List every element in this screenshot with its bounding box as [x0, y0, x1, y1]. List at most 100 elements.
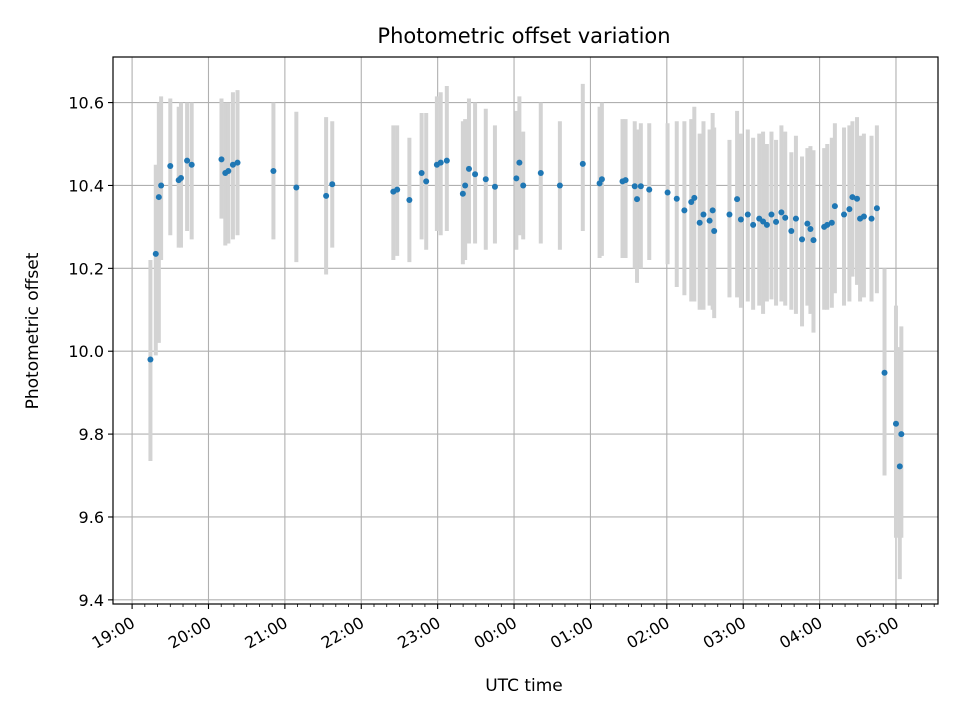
- data-point: [873, 205, 880, 212]
- data-point: [646, 186, 653, 193]
- y-tick-label: 10.6: [68, 94, 104, 113]
- x-tick-label: 19:00: [89, 613, 138, 653]
- data-point: [229, 161, 236, 168]
- x-tick-label: 05:00: [853, 613, 902, 653]
- data-point: [768, 211, 775, 218]
- data-point: [711, 228, 718, 235]
- data-point: [896, 463, 903, 470]
- data-point: [709, 207, 716, 214]
- data-point: [750, 221, 757, 228]
- data-point: [472, 171, 479, 178]
- data-point: [881, 369, 888, 376]
- data-point: [664, 189, 671, 196]
- data-point: [799, 236, 806, 243]
- data-point: [516, 159, 523, 166]
- data-point: [293, 184, 300, 191]
- x-tick-label: 03:00: [700, 613, 749, 653]
- data-point: [681, 207, 688, 214]
- data-point: [673, 195, 680, 202]
- data-point: [846, 206, 853, 213]
- data-point: [394, 186, 401, 193]
- data-point: [744, 211, 751, 218]
- data-point: [323, 192, 330, 199]
- data-point: [459, 190, 466, 197]
- data-point: [688, 199, 695, 206]
- data-point: [513, 175, 520, 182]
- data-point: [491, 183, 498, 190]
- data-point: [167, 162, 174, 169]
- data-point: [158, 182, 165, 189]
- x-axis: 19:00 20:00 21:00 22:00 23:00 00:00 01:00 02:00…: [89, 604, 935, 653]
- data-point: [726, 211, 733, 218]
- data-point: [147, 356, 154, 363]
- data-point: [782, 214, 789, 221]
- data-point: [537, 170, 544, 177]
- data-point: [634, 196, 641, 203]
- x-tick-label: 04:00: [776, 613, 825, 653]
- data-point: [184, 157, 191, 164]
- data-point: [824, 221, 831, 228]
- x-tick-label: 20:00: [165, 613, 214, 653]
- chart-title: Photometric offset variation: [377, 24, 670, 48]
- data-point: [423, 178, 430, 185]
- data-point: [734, 196, 741, 203]
- y-tick-label: 9.6: [79, 508, 104, 527]
- error-bars: [148, 83, 904, 580]
- data-point: [152, 250, 159, 257]
- y-tick-label: 10.0: [68, 342, 104, 361]
- x-tick-label: 02:00: [623, 613, 672, 653]
- data-point: [482, 176, 489, 183]
- data-point: [465, 165, 472, 172]
- data-point: [225, 167, 232, 174]
- y-tick-label: 9.4: [79, 591, 104, 610]
- data-point: [831, 203, 838, 210]
- data-point: [622, 177, 629, 184]
- x-tick-label: 22:00: [318, 613, 367, 653]
- y-tick-label: 10.4: [68, 176, 104, 195]
- y-tick-label: 10.2: [68, 259, 104, 278]
- x-tick-label: 23:00: [394, 613, 443, 653]
- data-point: [155, 194, 162, 201]
- data-point: [849, 194, 856, 201]
- y-tick-label: 9.8: [79, 425, 104, 444]
- data-point: [418, 170, 425, 177]
- x-tick-label: 00:00: [471, 613, 520, 653]
- data-point: [828, 219, 835, 226]
- data-point: [270, 167, 277, 174]
- data-point: [773, 218, 780, 225]
- y-axis: 9.4 9.6 9.8 10.0 10.2 10.4 10.6: [68, 94, 113, 610]
- data-point: [329, 181, 336, 188]
- data-point: [637, 183, 644, 190]
- data-point: [188, 161, 195, 168]
- x-tick-label: 01:00: [547, 613, 596, 653]
- y-axis-title: Photometric offset: [23, 252, 43, 409]
- data-point: [234, 159, 241, 166]
- plot-frame: [112, 56, 939, 605]
- data-point: [700, 211, 707, 218]
- data-point: [898, 431, 905, 438]
- data-point: [437, 159, 444, 166]
- data-point: [841, 211, 848, 218]
- data-point: [462, 182, 469, 189]
- data-point: [737, 216, 744, 223]
- data-point: [763, 221, 770, 228]
- data-point: [556, 182, 563, 189]
- data-point: [598, 176, 605, 183]
- data-point: [854, 195, 861, 202]
- data-point: [810, 237, 817, 244]
- data-point: [706, 217, 713, 224]
- data-point: [631, 183, 638, 190]
- data-point: [443, 157, 450, 164]
- data-point: [792, 215, 799, 222]
- data-points: [147, 156, 905, 470]
- data-point: [691, 194, 698, 201]
- x-tick-label: 21:00: [241, 613, 290, 653]
- data-point: [177, 175, 184, 182]
- data-point: [892, 420, 899, 427]
- data-point: [868, 215, 875, 222]
- data-point: [579, 160, 586, 167]
- data-point: [406, 196, 413, 203]
- x-axis-title: UTC time: [485, 676, 563, 696]
- data-point: [778, 209, 785, 216]
